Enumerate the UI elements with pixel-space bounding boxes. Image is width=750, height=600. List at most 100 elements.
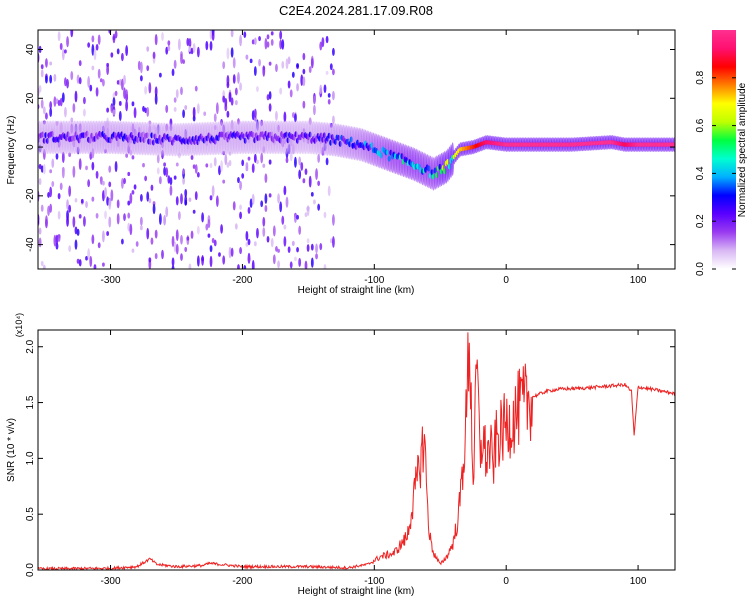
noise-cell xyxy=(45,58,48,68)
noise-cell xyxy=(285,196,289,208)
noise-cell xyxy=(302,68,306,75)
noise-cell xyxy=(222,95,226,103)
noise-cell xyxy=(329,238,333,244)
noise-cell xyxy=(49,203,53,213)
x-tick-label: -300 xyxy=(101,275,121,286)
x-tick-label: 0 xyxy=(503,275,509,286)
noise-cell xyxy=(110,52,114,58)
noise-cell xyxy=(148,82,152,94)
noise-cell xyxy=(133,184,137,190)
colorbar-tick-label: 0.0 xyxy=(695,262,706,276)
noise-cell xyxy=(137,60,141,71)
noise-cell xyxy=(289,89,293,98)
noise-cell xyxy=(296,63,299,68)
noise-cell xyxy=(294,256,297,262)
noise-cell xyxy=(61,166,65,173)
noise-cell xyxy=(226,47,230,60)
noise-cell xyxy=(325,70,329,75)
noise-cell xyxy=(323,84,327,93)
y-tick-label: 0.5 xyxy=(25,507,36,521)
noise-cell xyxy=(51,158,55,168)
noise-cell xyxy=(224,103,228,112)
noise-cell xyxy=(57,192,61,200)
noise-cell xyxy=(49,107,53,118)
noise-cell xyxy=(80,198,84,204)
noise-cell xyxy=(142,105,145,112)
noise-cell xyxy=(83,96,86,105)
noise-cell xyxy=(102,262,105,267)
noise-cell xyxy=(78,60,82,67)
noise-cell xyxy=(201,212,204,223)
noise-cell xyxy=(279,87,283,95)
colorbar-label: Normalized spectral amplitude xyxy=(737,82,748,217)
noise-cell xyxy=(241,173,245,179)
noise-cell xyxy=(327,185,331,197)
spectrogram-x-label: Height of straight line (km) xyxy=(298,285,415,296)
noise-cell xyxy=(180,193,183,205)
x-tick-label: -100 xyxy=(364,275,384,286)
noise-cell xyxy=(323,264,327,269)
noise-cell xyxy=(42,163,46,175)
noise-cell xyxy=(209,40,213,51)
noise-cell xyxy=(213,239,217,247)
noise-cell xyxy=(287,80,291,89)
noise-cell xyxy=(125,100,129,112)
noise-cell xyxy=(87,248,91,260)
colorbar-tick-label: 0.8 xyxy=(695,70,706,84)
noise-cell xyxy=(234,223,238,230)
noise-cell xyxy=(264,193,268,204)
noise-cell xyxy=(222,255,226,265)
noise-cell xyxy=(283,185,287,196)
noise-cell xyxy=(239,204,242,210)
noise-cell xyxy=(55,153,59,160)
noise-cell xyxy=(110,189,114,202)
noise-cell xyxy=(319,84,323,95)
noise-cell xyxy=(146,227,150,240)
noise-cell xyxy=(131,155,135,160)
noise-cell xyxy=(165,167,169,178)
noise-cell xyxy=(76,228,80,236)
noise-cell xyxy=(173,59,177,69)
noise-cell xyxy=(291,112,295,119)
noise-cell xyxy=(116,48,120,55)
noise-cell xyxy=(209,255,213,268)
noise-cell xyxy=(171,257,175,267)
noise-cell xyxy=(102,230,105,243)
noise-cell xyxy=(287,246,291,254)
snr-x-axis: -300 -200 -100 0 100 xyxy=(101,330,647,587)
noise-cell xyxy=(85,165,88,171)
noise-cell xyxy=(302,178,306,184)
noise-cell xyxy=(175,229,179,242)
y-tick-label: 0 xyxy=(25,144,36,150)
spectrogram-frame xyxy=(37,29,676,270)
noise-cell xyxy=(95,170,99,179)
noise-cell xyxy=(266,236,270,243)
noise-cell xyxy=(127,212,131,219)
noise-cell xyxy=(315,168,318,181)
noise-cell xyxy=(327,98,331,105)
noise-cell xyxy=(173,241,177,253)
noise-cell xyxy=(245,230,249,241)
noise-cell xyxy=(121,238,124,245)
noise-cell xyxy=(47,192,50,198)
noise-cell xyxy=(118,78,122,86)
noise-cell xyxy=(49,74,53,84)
colorbar-ticks: 0.0 0.2 0.4 0.6 0.8 xyxy=(695,70,736,276)
spectrogram-x-axis: -300 -200 -100 0 100 xyxy=(101,30,647,286)
noise-cell xyxy=(175,196,179,206)
colorbar-gradient xyxy=(712,30,736,269)
noise-cell xyxy=(184,246,188,252)
x-tick-label: -100 xyxy=(364,576,384,587)
noise-cell xyxy=(133,107,137,119)
noise-cell xyxy=(74,226,78,235)
noise-cell xyxy=(251,39,255,45)
noise-cell xyxy=(66,36,69,48)
noise-cell xyxy=(91,161,95,171)
noise-cell xyxy=(296,246,299,253)
noise-cell xyxy=(106,62,110,68)
noise-cell xyxy=(171,235,175,248)
x-tick-label: -200 xyxy=(232,275,252,286)
noise-cell xyxy=(215,195,219,208)
noise-cell xyxy=(64,106,67,118)
noise-cell xyxy=(308,66,312,73)
